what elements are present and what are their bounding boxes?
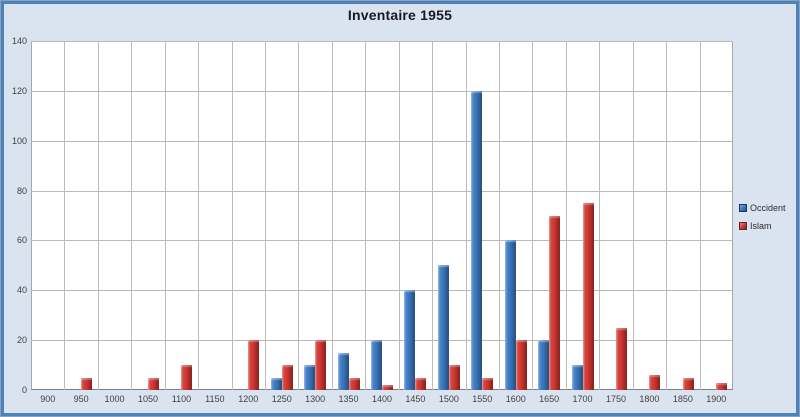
x-tick-label: 1500 <box>438 394 459 404</box>
v-gridline <box>432 41 434 390</box>
x-tick-label: 1700 <box>572 394 593 404</box>
bar-islam-1850[interactable] <box>682 377 694 390</box>
x-tick-label: 1800 <box>639 394 660 404</box>
x-tick-label: 950 <box>73 394 89 404</box>
bar-occident-1450[interactable] <box>404 290 416 390</box>
y-tick-label: 20 <box>16 335 27 346</box>
bar-occident-1650[interactable] <box>538 340 550 390</box>
y-tick-label: 120 <box>11 85 27 96</box>
y-tick-label: 100 <box>11 135 27 146</box>
x-tick-label: 1550 <box>472 394 493 404</box>
y-tick-label: 80 <box>16 185 27 196</box>
x-tick-label: 1350 <box>338 394 359 404</box>
v-gridline <box>64 41 66 390</box>
x-tick-label: 1100 <box>171 394 192 404</box>
h-gridline <box>31 190 733 192</box>
bar-islam-1400[interactable] <box>382 385 393 390</box>
x-tick-label: 1000 <box>104 394 125 404</box>
plot-area <box>31 41 733 390</box>
h-gridline <box>31 290 733 292</box>
y-tick-label: 40 <box>16 285 27 296</box>
bar-islam-1350[interactable] <box>348 377 360 390</box>
bar-islam-1300[interactable] <box>315 340 327 390</box>
x-tick-label: 900 <box>40 394 56 404</box>
x-tick-label: 1200 <box>238 394 259 404</box>
bar-islam-1500[interactable] <box>448 365 460 390</box>
x-tick-label: 1600 <box>505 394 526 404</box>
x-tick-label: 1300 <box>305 394 326 404</box>
x-tick-label: 1400 <box>371 394 392 404</box>
chart-title: Inventaire 1955 <box>347 7 453 23</box>
h-gridline <box>31 340 733 342</box>
bar-islam-950[interactable] <box>81 377 93 390</box>
v-gridline <box>198 41 200 390</box>
legend-item-islam[interactable]: Islam <box>739 221 786 231</box>
y-tick-label: 60 <box>16 235 27 246</box>
x-tick-label: 1650 <box>539 394 560 404</box>
x-tick-label: 1850 <box>672 394 693 404</box>
bar-occident-1400[interactable] <box>371 340 382 390</box>
bar-islam-1100[interactable] <box>181 365 193 390</box>
v-gridline <box>365 41 367 390</box>
v-gridline <box>599 41 601 390</box>
legend-swatch-occident <box>739 204 747 212</box>
x-tick-label: 1250 <box>271 394 292 404</box>
legend-label-islam: Islam <box>750 221 772 231</box>
bar-islam-1050[interactable] <box>148 377 159 390</box>
legend-swatch-islam <box>739 222 747 230</box>
h-gridline <box>31 90 733 92</box>
bar-islam-1650[interactable] <box>549 215 561 390</box>
v-gridline <box>164 41 166 390</box>
x-tick-label: 1150 <box>205 394 225 404</box>
v-gridline <box>265 41 266 390</box>
bar-islam-1800[interactable] <box>649 375 661 390</box>
bar-occident-1350[interactable] <box>337 352 349 390</box>
h-gridline <box>31 41 733 42</box>
v-gridline <box>398 41 400 390</box>
v-gridline <box>632 41 634 390</box>
v-gridline <box>298 41 300 390</box>
bar-islam-1750[interactable] <box>616 327 627 390</box>
v-gridline <box>532 41 534 390</box>
bar-islam-1700[interactable] <box>582 203 594 390</box>
bar-occident-1250[interactable] <box>270 377 282 390</box>
bar-occident-1500[interactable] <box>437 265 449 390</box>
bar-islam-1200[interactable] <box>248 340 260 390</box>
v-gridline <box>565 41 567 390</box>
v-gridline <box>231 41 233 390</box>
x-tick-label: 1900 <box>706 394 727 404</box>
v-gridline <box>699 41 701 390</box>
y-tick-label: 140 <box>11 36 27 46</box>
v-gridline <box>97 41 99 390</box>
legend-label-occident: Occident <box>750 203 786 213</box>
v-gridline <box>499 41 500 390</box>
bar-occident-1550[interactable] <box>471 90 483 390</box>
bar-islam-1600[interactable] <box>515 340 527 390</box>
v-gridline <box>465 41 467 390</box>
x-tick-label: 1050 <box>137 394 158 404</box>
x-tick-label: 1750 <box>605 394 626 404</box>
bar-occident-1700[interactable] <box>571 365 583 390</box>
v-gridline <box>131 41 133 390</box>
bar-occident-1300[interactable] <box>304 365 316 390</box>
bar-islam-1900[interactable] <box>716 382 728 390</box>
bar-islam-1250[interactable] <box>281 365 293 390</box>
legend-item-occident[interactable]: Occident <box>739 203 786 213</box>
x-tick-label: 1450 <box>405 394 426 404</box>
legend: Occident Islam <box>739 203 786 239</box>
bar-occident-1600[interactable] <box>504 240 516 390</box>
v-gridline <box>666 41 668 390</box>
bar-islam-1550[interactable] <box>482 377 494 390</box>
bar-islam-1450[interactable] <box>415 377 427 390</box>
v-gridline <box>331 41 333 390</box>
h-gridline <box>31 240 733 242</box>
y-tick-label: 0 <box>21 385 27 395</box>
h-gridline <box>31 140 733 142</box>
